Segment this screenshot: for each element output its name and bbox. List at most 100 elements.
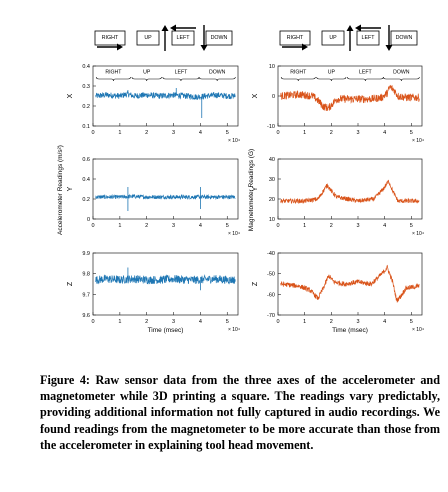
arrow-right-icon [282,43,308,51]
x-tick-label: 5 [410,223,413,229]
y-tick-label: 0.2 [82,197,90,203]
y-tick-label: 0.2 [82,104,90,110]
x-tick-label: 4 [199,223,202,229]
y-tick-label: 0 [272,94,275,100]
x-tick-label: 3 [172,223,175,229]
y-axis-label: X [252,93,259,98]
figure-caption: Figure 4: Raw sensor data from the three… [40,373,440,452]
y-axis-label: Z [252,281,259,286]
y-tick-label: -60 [267,292,275,298]
x-tick-label: 1 [118,130,121,136]
direction-legend-mag-right: RIGHT [279,30,311,46]
x-tick-label: 4 [383,130,386,136]
panel-accelerometer-x: 0.1 0.2 0.3 0.4 0 1 2 3 4 5 × 10⁴ X RIGHT UP LEFT DOWN A… [57,64,240,235]
x-tick-label: 3 [356,223,359,229]
x-tick-label: 4 [199,319,202,325]
y-tick-label: 9.9 [82,251,90,257]
x-tick-label: 0 [91,319,94,325]
segment-label-down: DOWN [209,70,226,76]
x-exponent-label: × 10⁴ [228,138,240,144]
direction-label: LEFT [177,35,191,41]
x-tick-label: 3 [356,130,359,136]
direction-legend-mag-up: UP [321,30,345,46]
arrow-down-icon [385,25,393,51]
x-tick-label: 5 [226,319,229,325]
x-tick-label: 1 [303,130,306,136]
segment-brace [131,76,162,82]
y-tick-label: 0.4 [82,64,90,70]
series-line [280,179,420,205]
y-tick-label: 40 [269,157,275,163]
segment-label-left: LEFT [359,70,373,76]
direction-legend-accel-left: LEFT [171,30,195,46]
direction-label: DOWN [211,35,228,41]
x-tick-label: 5 [410,319,413,325]
x-tick-label: 1 [118,319,121,325]
y-tick-label: 10 [269,64,275,70]
direction-label: LEFT [362,35,376,41]
x-tick-label: 0 [91,223,94,229]
x-exponent-label: × 10⁴ [412,231,424,237]
direction-legend-mag-down: DOWN [390,30,418,46]
x-tick-label: 1 [303,319,306,325]
x-tick-label: 4 [199,130,202,136]
direction-legend-accel-up: UP [136,30,160,46]
y-tick-label: 30 [269,177,275,183]
x-axis-label: Time (msec) [148,327,184,334]
segment-brace [198,76,236,82]
y-tick-label: 0.6 [82,157,90,163]
x-tick-label: 3 [356,319,359,325]
x-exponent-label: × 10⁴ [412,138,424,144]
x-tick-label: 0 [91,130,94,136]
segment-brace [383,76,420,82]
y-tick-label: 9.7 [82,292,90,298]
segment-label-right: RIGHT [290,70,307,76]
segment-brace [316,76,347,82]
x-tick-label: 2 [330,130,333,136]
x-tick-label: 3 [172,130,175,136]
group-y-axis-label: Accelerometer Readings (m/s²) [57,145,64,235]
segment-label-up: UP [143,70,151,76]
sensor-figure: RIGHT UP LEFT DOWN RIGHT UP LEFT DOWN0.10.20.30… [57,24,424,334]
arrow-up-icon [161,25,169,51]
direction-legend-mag-left: LEFT [356,30,380,46]
y-tick-label: -40 [267,251,275,257]
x-exponent-label: × 10⁴ [412,327,424,333]
y-tick-label: 20 [269,197,275,203]
x-tick-label: 2 [145,319,148,325]
y-tick-label: 0.1 [82,124,90,130]
x-tick-label: 2 [145,130,148,136]
panel-accelerometer-y: 0 0.2 0.4 0.6 0 1 2 3 4 5 × 10⁴ Y [67,157,240,237]
x-tick-label: 1 [118,223,121,229]
y-tick-label: -70 [267,313,275,319]
segment-brace [280,76,316,82]
arrow-left-icon [355,24,381,32]
y-tick-label: 9.8 [82,272,90,278]
segment-brace [347,76,384,82]
x-exponent-label: × 10⁴ [228,327,240,333]
y-axis-label: X [67,93,74,98]
segment-label-left: LEFT [175,70,189,76]
y-axis-label: Y [67,186,74,191]
x-tick-label: 2 [330,223,333,229]
direction-label: UP [329,35,337,41]
arrow-up-icon [346,25,354,51]
x-tick-label: 3 [172,319,175,325]
direction-label: RIGHT [102,35,119,41]
y-tick-label: -10 [267,124,275,130]
panel-magnetometer-y: 10 20 30 40 0 1 2 3 4 5 × 10⁴ Y [252,157,424,237]
x-tick-label: 4 [383,319,386,325]
x-tick-label: 0 [276,319,279,325]
y-tick-label: 10 [269,217,275,223]
segment-brace [95,76,131,82]
x-tick-label: 2 [145,223,148,229]
x-tick-label: 4 [383,223,386,229]
series-line [95,193,236,201]
plot-area [92,158,239,220]
segment-label-down: DOWN [393,70,410,76]
y-tick-label: -50 [267,272,275,278]
arrow-right-icon [97,43,123,51]
x-tick-label: 5 [410,130,413,136]
direction-legend-accel-right: RIGHT [94,30,126,46]
